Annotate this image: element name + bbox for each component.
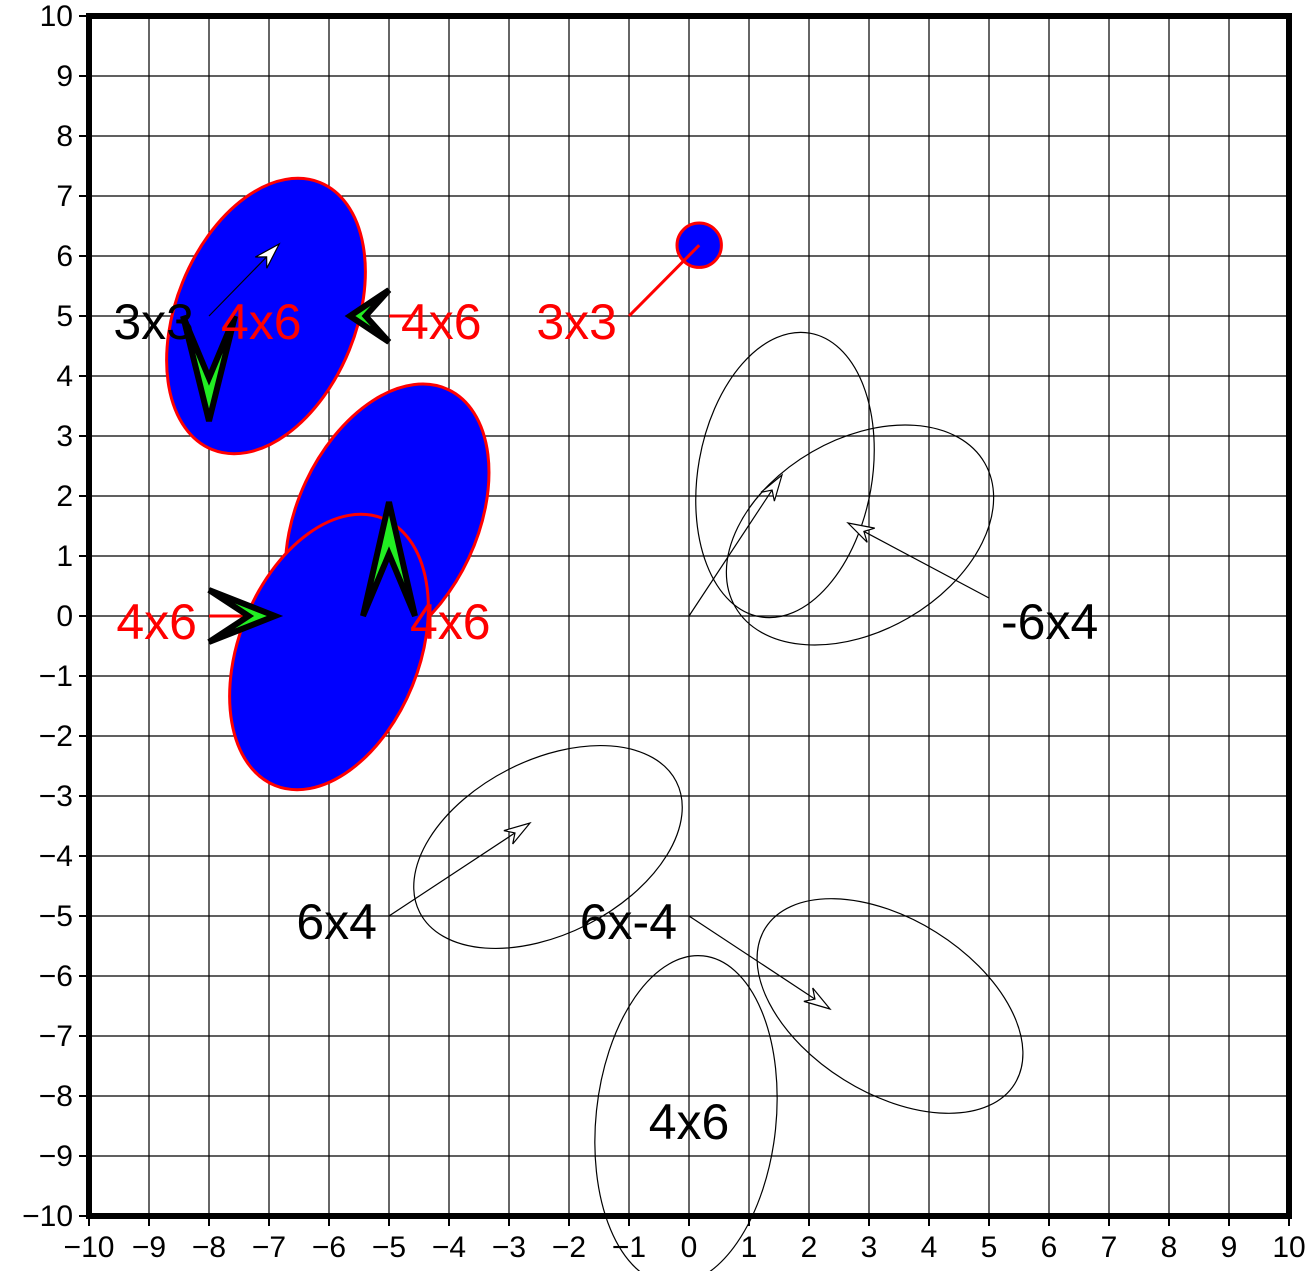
annotation-label: 3x3 bbox=[536, 294, 617, 350]
x-tick-label: −2 bbox=[552, 1231, 586, 1264]
x-tick-label: 2 bbox=[801, 1231, 818, 1264]
x-tick-label: −9 bbox=[132, 1231, 166, 1264]
x-tick-label: −6 bbox=[312, 1231, 346, 1264]
thin-arrow-shaft bbox=[863, 530, 990, 599]
thick-arrow-3 bbox=[360, 501, 418, 618]
x-tick-label: 9 bbox=[1221, 1231, 1238, 1264]
thin-arrow-head bbox=[503, 821, 532, 845]
y-tick-label: −10 bbox=[22, 1200, 73, 1233]
thin-arrow-2 bbox=[846, 522, 990, 599]
y-tick-label: −2 bbox=[39, 720, 73, 753]
annotation-label: 3x3 bbox=[113, 294, 194, 350]
leader-line-1 bbox=[627, 244, 701, 318]
y-tick-label: 9 bbox=[56, 60, 73, 93]
annotation-label: 6x4 bbox=[296, 894, 377, 950]
ellipse-open-upper-a bbox=[695, 331, 875, 619]
y-tick-label: 3 bbox=[56, 420, 73, 453]
thin-arrow-shaft bbox=[688, 915, 816, 1000]
ellipse-open-lower-b bbox=[756, 898, 1024, 1114]
thin-arrow-head bbox=[760, 473, 784, 502]
x-tick-label: 5 bbox=[981, 1231, 998, 1264]
thin-arrow-head bbox=[803, 987, 832, 1011]
x-tick-label: 3 bbox=[861, 1231, 878, 1264]
thick-arrow-1 bbox=[344, 287, 392, 345]
annotation-label: -6x4 bbox=[1001, 594, 1098, 650]
y-tick-label: −3 bbox=[39, 780, 73, 813]
thin-arrow-4 bbox=[688, 915, 832, 1011]
x-tick-label: −4 bbox=[432, 1231, 466, 1264]
annotation-label: 4x6 bbox=[410, 594, 491, 650]
y-tick-label: 5 bbox=[56, 300, 73, 333]
x-tick-label: −10 bbox=[64, 1231, 115, 1264]
label-layer: −10 −9 −8 −7 −6 −5 −4 −3 −2 −1 0 1 2 3 4 5 6 7 8 9 10−10−9−8… bbox=[22, 0, 1306, 1264]
y-tick-label: 1 bbox=[56, 540, 73, 573]
x-tick-label: 4 bbox=[921, 1231, 938, 1264]
thin-arrow-shaft bbox=[688, 489, 773, 617]
annotation-label: 4x6 bbox=[401, 294, 482, 350]
y-tick-label: 10 bbox=[40, 0, 73, 33]
thin-arrow-head bbox=[846, 522, 875, 543]
y-tick-label: 0 bbox=[56, 600, 73, 633]
grid-layer bbox=[88, 15, 1290, 1217]
y-tick-label: −9 bbox=[39, 1140, 73, 1173]
x-tick-label: 10 bbox=[1272, 1231, 1305, 1264]
x-tick-label: 6 bbox=[1041, 1231, 1058, 1264]
y-tick-label: 6 bbox=[56, 240, 73, 273]
shape-layer bbox=[165, 176, 1024, 1276]
x-tick-label: −5 bbox=[372, 1231, 406, 1264]
y-tick-label: −1 bbox=[39, 660, 73, 693]
x-tick-label: 1 bbox=[741, 1231, 758, 1264]
thin-arrow-head bbox=[255, 242, 281, 269]
ellipse-open-lower-c bbox=[594, 955, 778, 1276]
thin-arrow-shaft bbox=[208, 256, 268, 317]
ellipse-open-upper-b bbox=[725, 424, 995, 646]
y-tick-label: −7 bbox=[39, 1020, 73, 1053]
y-tick-label: 8 bbox=[56, 120, 73, 153]
annotation-label: 4x6 bbox=[221, 294, 302, 350]
thin-arrow-shaft bbox=[388, 832, 516, 917]
x-tick-label: 0 bbox=[681, 1231, 698, 1264]
thin-arrow-1 bbox=[688, 473, 784, 617]
thick-arrow-2 bbox=[207, 587, 284, 645]
x-tick-label: 7 bbox=[1101, 1231, 1118, 1264]
annotation-label: 6x-4 bbox=[580, 894, 677, 950]
thin-arrow-3 bbox=[388, 821, 532, 917]
x-tick-label: −7 bbox=[252, 1231, 286, 1264]
annotation-label: 4x6 bbox=[116, 594, 197, 650]
thin-arrow-0 bbox=[208, 242, 281, 317]
y-tick-label: 4 bbox=[56, 360, 73, 393]
ellipse-open-lower-a bbox=[413, 744, 683, 950]
y-tick-label: −4 bbox=[39, 840, 73, 873]
x-tick-label: −1 bbox=[612, 1231, 646, 1264]
y-tick-label: 7 bbox=[56, 180, 73, 213]
annotation-label: 4x6 bbox=[649, 1094, 730, 1150]
y-tick-label: −8 bbox=[39, 1080, 73, 1113]
y-tick-label: −6 bbox=[39, 960, 73, 993]
x-tick-label: −3 bbox=[492, 1231, 526, 1264]
frame-layer bbox=[79, 13, 1292, 1226]
y-tick-label: 2 bbox=[56, 480, 73, 513]
x-tick-label: −8 bbox=[192, 1231, 226, 1264]
y-tick-label: −5 bbox=[39, 900, 73, 933]
x-tick-label: 8 bbox=[1161, 1231, 1178, 1264]
thick-arrow-0 bbox=[180, 314, 238, 422]
